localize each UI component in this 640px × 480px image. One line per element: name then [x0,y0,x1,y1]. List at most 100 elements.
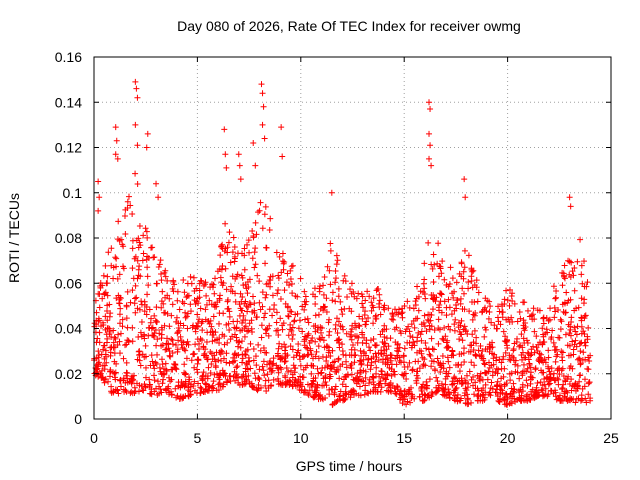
data-point [468,399,475,406]
data-point [132,282,139,289]
data-point [524,391,531,398]
data-point [271,302,278,309]
data-point [223,359,230,366]
data-point [421,323,428,330]
data-point [426,394,433,401]
data-point [134,356,141,363]
data-point [244,366,251,373]
data-point [277,380,284,387]
data-point [525,356,532,363]
data-point [151,365,158,372]
data-point [144,291,151,298]
data-point [299,328,306,335]
data-point [460,268,467,275]
data-point [307,347,314,354]
data-point [530,305,537,312]
data-point [322,394,329,401]
data-point [545,354,552,361]
data-point [111,358,118,365]
data-point [203,338,210,345]
data-point [476,375,483,382]
data-point [449,275,456,282]
data-point [215,374,222,381]
data-point [210,313,217,320]
data-point [230,234,237,241]
data-point [95,363,102,370]
data-point [255,341,262,348]
data-point [343,373,350,380]
data-point [326,316,333,323]
data-point [198,385,205,392]
data-point [557,316,564,323]
data-point [232,290,239,297]
data-point [390,316,397,323]
data-point [332,279,339,286]
data-point [577,340,584,347]
data-point [318,369,325,376]
data-point [95,207,102,214]
data-point [136,348,143,355]
data-point [376,304,383,311]
data-point [343,364,350,371]
data-point [223,286,230,293]
data-point [204,375,211,382]
data-point [315,343,322,350]
data-point [260,344,267,351]
data-point [333,315,340,322]
data-point [315,370,322,377]
data-point [432,367,439,374]
data-point [559,365,566,372]
data-point [245,237,252,244]
data-point [238,373,245,380]
data-point [346,305,353,312]
data-point [536,355,543,362]
data-point [408,391,415,398]
data-point [128,375,135,382]
data-point [251,384,258,391]
data-point [359,300,366,307]
data-point [509,318,516,325]
data-point [252,219,259,226]
data-point [480,355,487,362]
data-point [335,285,342,292]
data-point [557,397,564,404]
data-point [342,383,349,390]
data-point [352,333,359,340]
data-point [115,331,122,338]
data-point [524,307,531,314]
data-point [507,377,514,384]
data-point [280,266,287,273]
data-point [221,370,228,377]
data-point [581,339,588,346]
data-point [420,280,427,287]
data-point [578,271,585,278]
data-point [164,385,171,392]
data-point [550,283,557,290]
data-point [495,397,502,404]
data-point [153,304,160,311]
data-point [364,389,371,396]
data-point [467,342,474,349]
data-point [358,377,365,384]
data-point [260,358,267,365]
data-point [240,312,247,319]
data-point [377,311,384,318]
x-tick-label: 20 [500,430,516,446]
data-point [465,279,472,286]
data-point [172,385,179,392]
data-point [316,283,323,290]
data-point [273,319,280,326]
data-point [253,314,260,321]
data-point [524,365,531,372]
data-point [279,354,286,361]
data-point [420,381,427,388]
data-point [102,289,109,296]
data-point [302,293,309,300]
data-point [545,378,552,385]
data-point [573,305,580,312]
data-point [281,287,288,294]
data-point [377,331,384,338]
data-point [378,368,385,375]
data-point [497,321,504,328]
data-point [351,293,358,300]
